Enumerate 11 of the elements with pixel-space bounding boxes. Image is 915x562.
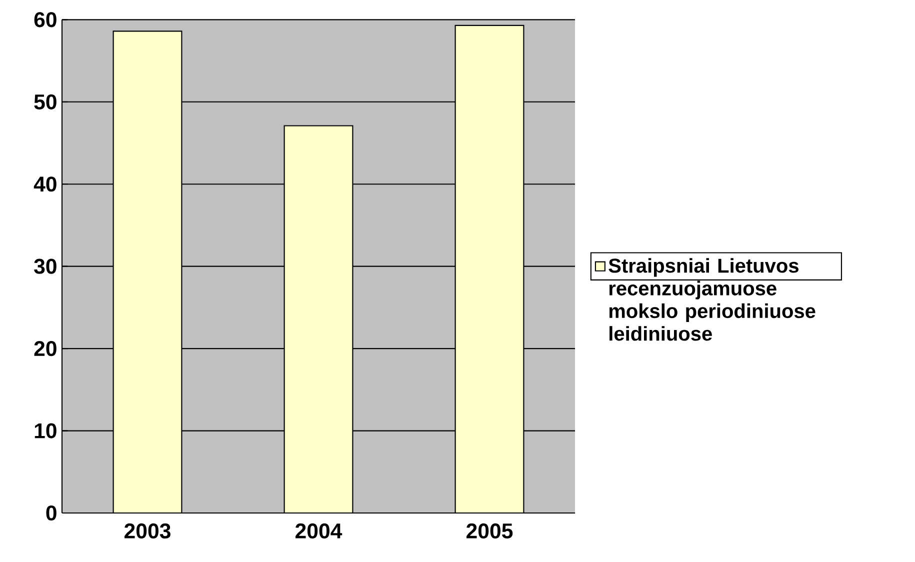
y-tick-label: 20 xyxy=(34,341,56,356)
legend-label: Straipsniai Lietuvos recenzuojamuose mokslo periodiniuose leidiniuose xyxy=(608,258,816,341)
x-tick-label: 2003 xyxy=(124,523,170,539)
x-tick-label: 2004 xyxy=(296,523,342,539)
y-tick-label: 30 xyxy=(34,258,56,274)
y-tick-label: 10 xyxy=(34,423,56,438)
y-tick-label: 40 xyxy=(34,176,56,192)
y-tick-label: 50 xyxy=(34,94,56,110)
y-tick-label: 60 xyxy=(34,12,56,28)
x-tick-label: 2005 xyxy=(466,523,513,539)
y-tick-label: 0 xyxy=(46,505,56,521)
